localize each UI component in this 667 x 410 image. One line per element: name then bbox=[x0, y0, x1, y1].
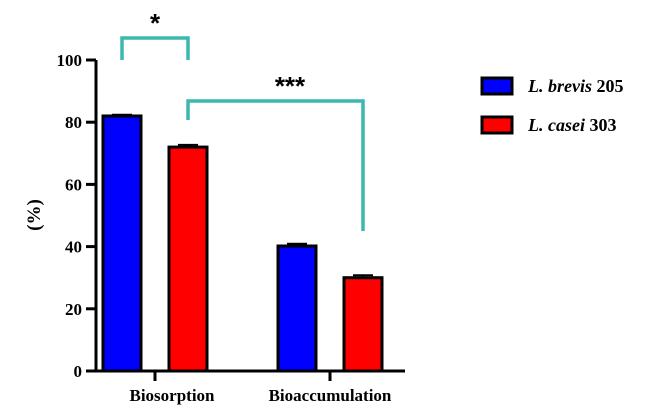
y-axis: 0 20 40 60 80 100 (%) bbox=[24, 51, 98, 381]
legend-swatch bbox=[480, 115, 514, 135]
significance-label: * bbox=[150, 8, 161, 38]
significance-bracket bbox=[120, 36, 190, 60]
y-tick-label: 100 bbox=[57, 51, 83, 70]
y-tick-label: 40 bbox=[65, 238, 82, 257]
significance-bracket bbox=[186, 99, 365, 231]
x-tick-label: Bioaccumulation bbox=[269, 386, 392, 405]
legend-label: L. brevis 205 bbox=[527, 76, 623, 96]
bar-l-brevis-biosorption bbox=[101, 114, 143, 373]
y-axis-title: (%) bbox=[24, 199, 45, 231]
legend-label: L. casei 303 bbox=[527, 115, 616, 135]
legend: L. brevis 205 L. casei 303 bbox=[480, 76, 623, 135]
y-tick-label: 0 bbox=[74, 362, 83, 381]
bar-l-casei-biosorption bbox=[167, 145, 209, 373]
bars bbox=[101, 113, 384, 373]
legend-label-strain: 205 bbox=[592, 76, 624, 96]
legend-label-species: L. casei bbox=[527, 115, 585, 135]
y-tick-label: 80 bbox=[65, 113, 82, 132]
x-axis: Biosorption Bioaccumulation bbox=[95, 369, 405, 405]
bar-l-brevis-bioaccumulation bbox=[276, 244, 318, 373]
significance-label: *** bbox=[275, 71, 306, 101]
legend-label-strain: 303 bbox=[585, 115, 617, 135]
y-tick-label: 20 bbox=[65, 300, 82, 319]
x-tick-label: Biosorption bbox=[129, 386, 215, 405]
significance-brackets: **** bbox=[120, 8, 365, 231]
bar-l-casei-bioaccumulation bbox=[342, 276, 384, 373]
legend-label-species: L. brevis bbox=[527, 76, 592, 96]
y-tick-label: 60 bbox=[65, 175, 82, 194]
legend-swatch bbox=[480, 76, 514, 96]
